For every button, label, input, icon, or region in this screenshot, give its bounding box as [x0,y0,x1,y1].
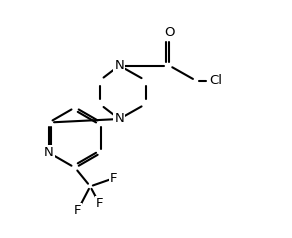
Text: N: N [114,113,124,125]
Text: F: F [110,172,117,185]
Text: N: N [44,146,54,159]
Text: F: F [74,204,81,217]
Text: N: N [114,59,124,72]
Text: O: O [164,26,175,40]
Text: F: F [96,197,103,210]
Text: Cl: Cl [209,74,222,87]
